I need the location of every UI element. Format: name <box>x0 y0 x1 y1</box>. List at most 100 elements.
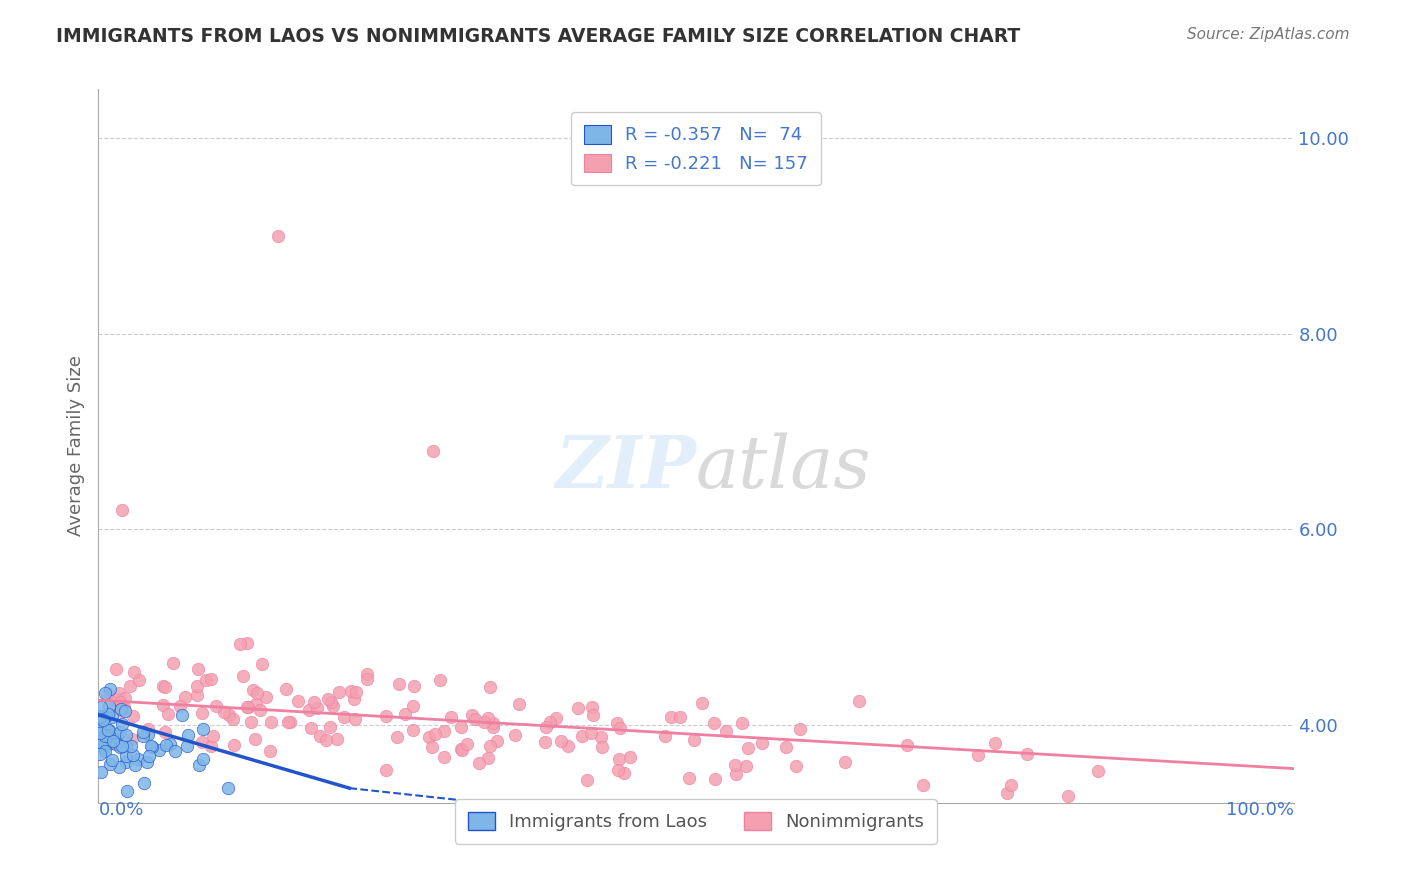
Point <box>581 700 603 714</box>
Point <box>152 698 174 712</box>
Point <box>302 695 325 709</box>
Point <box>136 727 159 741</box>
Point <box>724 757 747 772</box>
Point <box>101 734 124 748</box>
Point <box>94 733 117 747</box>
Point <box>91 713 114 727</box>
Point <box>200 672 222 686</box>
Point <box>477 751 499 765</box>
Point <box>485 733 508 747</box>
Point <box>159 737 181 751</box>
Point <box>479 739 502 754</box>
Point <box>1218 814 1240 828</box>
Point <box>333 710 356 724</box>
Point <box>194 673 217 688</box>
Point <box>606 715 628 730</box>
Text: atlas: atlas <box>696 432 872 503</box>
Point <box>896 738 918 752</box>
Text: IMMIGRANTS FROM LAOS VS NONIMMIGRANTS AVERAGE FAMILY SIZE CORRELATION CHART: IMMIGRANTS FROM LAOS VS NONIMMIGRANTS AV… <box>56 27 1021 45</box>
Point <box>218 707 240 722</box>
Point <box>259 715 281 730</box>
Point <box>751 736 773 750</box>
Point <box>101 710 124 724</box>
Point <box>89 747 111 761</box>
Point <box>98 681 121 696</box>
Point <box>97 728 120 742</box>
Point <box>678 771 700 785</box>
Point <box>420 739 443 754</box>
Point <box>91 736 114 750</box>
Point <box>101 736 124 750</box>
Point <box>785 758 807 772</box>
Point <box>115 755 138 769</box>
Point <box>464 713 486 727</box>
Point <box>254 690 277 705</box>
Point <box>433 749 456 764</box>
Point <box>682 733 704 747</box>
Point <box>474 714 496 729</box>
Point <box>191 752 214 766</box>
Point <box>402 723 425 737</box>
Point <box>356 672 378 686</box>
Point <box>387 730 409 744</box>
Point <box>299 721 322 735</box>
Point <box>89 710 111 724</box>
Point <box>148 743 170 757</box>
Point <box>111 502 134 516</box>
Point <box>245 697 267 711</box>
Point <box>105 729 128 743</box>
Point <box>115 748 138 763</box>
Point <box>222 738 245 752</box>
Point <box>108 724 131 739</box>
Point <box>96 687 118 701</box>
Point <box>309 729 332 743</box>
Point <box>315 733 337 747</box>
Point <box>582 708 605 723</box>
Point <box>174 690 197 705</box>
Point <box>343 712 366 726</box>
Text: 100.0%: 100.0% <box>1226 801 1294 819</box>
Point <box>176 739 198 753</box>
Point <box>120 739 142 753</box>
Text: 0.0%: 0.0% <box>98 801 143 819</box>
Point <box>1000 778 1022 792</box>
Point <box>94 709 117 723</box>
Point <box>100 753 122 767</box>
Point <box>94 729 117 743</box>
Point <box>571 729 593 743</box>
Point <box>128 673 150 688</box>
Point <box>995 786 1018 800</box>
Point <box>111 739 134 753</box>
Point <box>259 744 281 758</box>
Point <box>482 720 505 734</box>
Point <box>217 781 239 796</box>
Point <box>477 711 499 725</box>
Point <box>287 694 309 708</box>
Point <box>418 731 440 745</box>
Point <box>450 741 472 756</box>
Point <box>90 765 112 780</box>
Point <box>607 752 630 766</box>
Point <box>538 715 561 730</box>
Point <box>89 737 111 751</box>
Point <box>508 697 530 711</box>
Point <box>94 686 117 700</box>
Point <box>93 709 115 723</box>
Point <box>98 723 121 737</box>
Point <box>110 740 132 755</box>
Point <box>190 706 212 720</box>
Point <box>402 698 425 713</box>
Point <box>478 680 501 694</box>
Point <box>90 700 112 714</box>
Point <box>848 694 870 708</box>
Point <box>155 738 177 752</box>
Point <box>242 683 264 698</box>
Point <box>187 662 209 676</box>
Point <box>139 739 162 753</box>
Point <box>731 715 754 730</box>
Point <box>659 710 682 724</box>
Point <box>89 722 111 736</box>
Point <box>589 731 612 745</box>
Point <box>222 712 245 726</box>
Point <box>134 775 156 789</box>
